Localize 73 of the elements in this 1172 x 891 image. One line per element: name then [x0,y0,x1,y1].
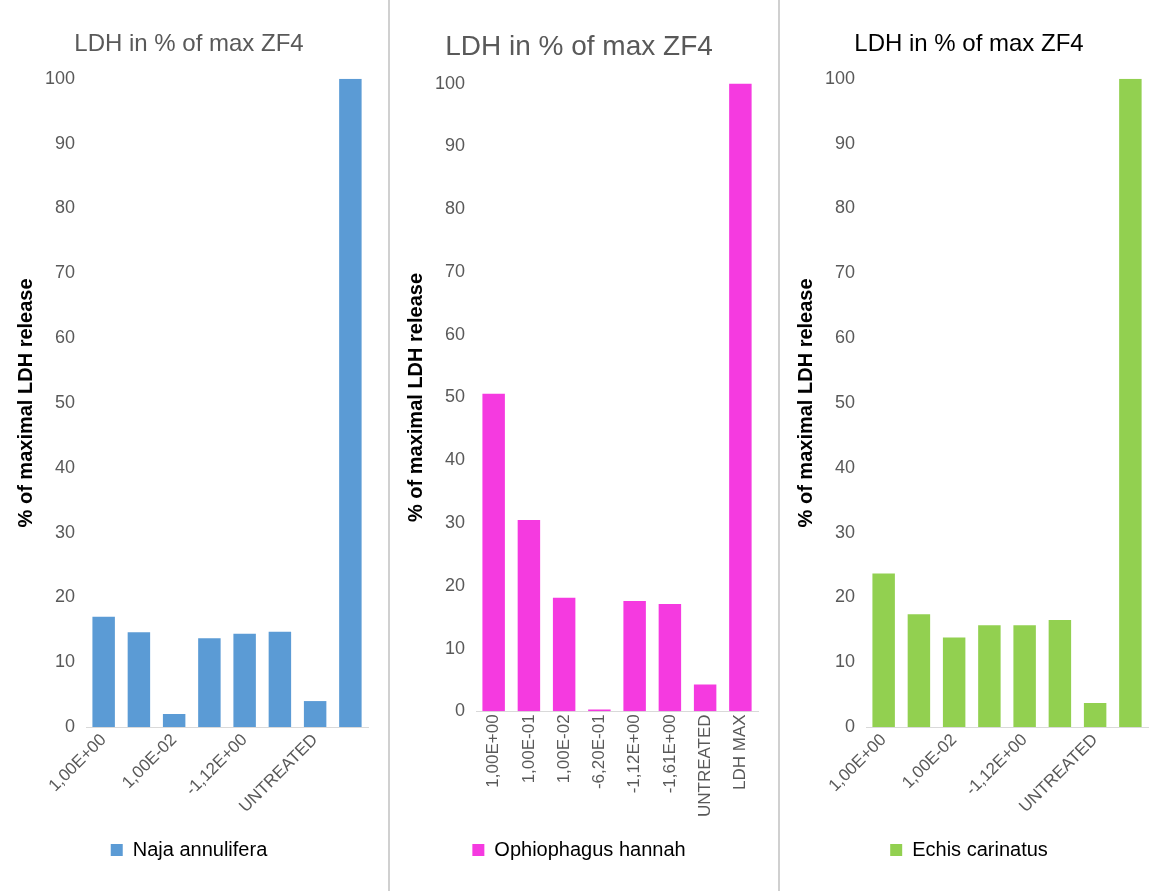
y-tick-label: 80 [445,198,466,219]
chart-title: LDH in % of max ZF4 [74,29,304,57]
y-tick-label: 40 [55,456,76,477]
y-tick-label: 60 [445,323,466,344]
y-tick-label: 90 [55,132,76,153]
chart-title: LDH in % of max ZF4 [854,29,1084,57]
bar [233,633,256,727]
bar [198,638,221,727]
legend-label: Echis carinatus [912,837,1048,860]
y-tick-label: 30 [55,521,76,542]
y-tick-label: 90 [835,132,856,153]
y-tick-label: 80 [835,197,856,218]
bar [907,614,931,727]
y-axis-title: % of maximal LDH release [403,272,426,522]
bar [268,631,292,727]
y-tick-label: 50 [835,391,856,412]
y-axis-title: % of maximal LDH release [793,278,816,528]
y-tick-label: 40 [835,456,856,477]
y-tick-label: 100 [44,67,76,88]
y-tick-label: 0 [65,715,76,736]
bar [693,684,717,712]
bar [658,604,682,712]
x-tick-label: 1,00E+00 [483,714,503,788]
x-tick-label: -6,20E-01 [589,714,609,790]
bar [552,597,576,712]
bar [92,616,115,727]
x-tick-label: 1,00E-01 [518,714,538,784]
y-tick-label: 60 [55,327,76,348]
y-tick-label: 70 [835,262,856,283]
y-axis-title: % of maximal LDH release [13,278,36,528]
y-tick-label: 0 [455,700,466,721]
bar [623,600,646,712]
bar [162,714,186,727]
x-tick-label: -1,12E+00 [624,714,644,794]
y-tick-label: 70 [55,262,76,283]
legend-label: Naja annulifera [132,837,269,860]
bar [872,573,895,727]
y-tick-label: 30 [445,512,466,533]
bar [303,701,327,727]
y-tick-label: 10 [55,651,76,672]
y-tick-label: 50 [55,391,76,412]
y-tick-label: 40 [445,449,466,470]
legend-label: Ophiophagus hannah [494,837,686,860]
bar [1119,78,1142,727]
y-tick-label: 100 [824,67,856,88]
y-tick-label: 20 [55,586,76,607]
bar [1083,703,1107,727]
y-tick-label: 100 [434,72,466,93]
bar [482,393,505,712]
bar [978,625,1001,727]
y-tick-label: 20 [835,586,856,607]
x-tick-label: 1,00E-02 [553,714,573,784]
y-tick-label: 0 [845,715,856,736]
x-tick-label: LDH MAX [730,714,750,790]
bar [1013,625,1036,727]
bar [942,637,966,727]
x-tick-label: UNTREATED [694,714,714,818]
y-tick-label: 80 [55,197,76,218]
y-tick-label: 20 [445,574,466,595]
chart-title: LDH in % of max ZF4 [445,29,713,61]
y-tick-label: 30 [835,521,856,542]
y-tick-label: 60 [835,327,856,348]
x-tick-label: -1,61E+00 [659,714,679,794]
bar [127,632,151,727]
bar [517,519,541,712]
bar [729,83,752,712]
y-tick-label: 10 [445,637,466,658]
bar [1048,620,1072,727]
y-tick-label: 70 [445,260,466,281]
bar [339,78,362,727]
y-tick-label: 90 [445,135,466,156]
y-tick-label: 10 [835,651,856,672]
y-tick-label: 50 [445,386,466,407]
